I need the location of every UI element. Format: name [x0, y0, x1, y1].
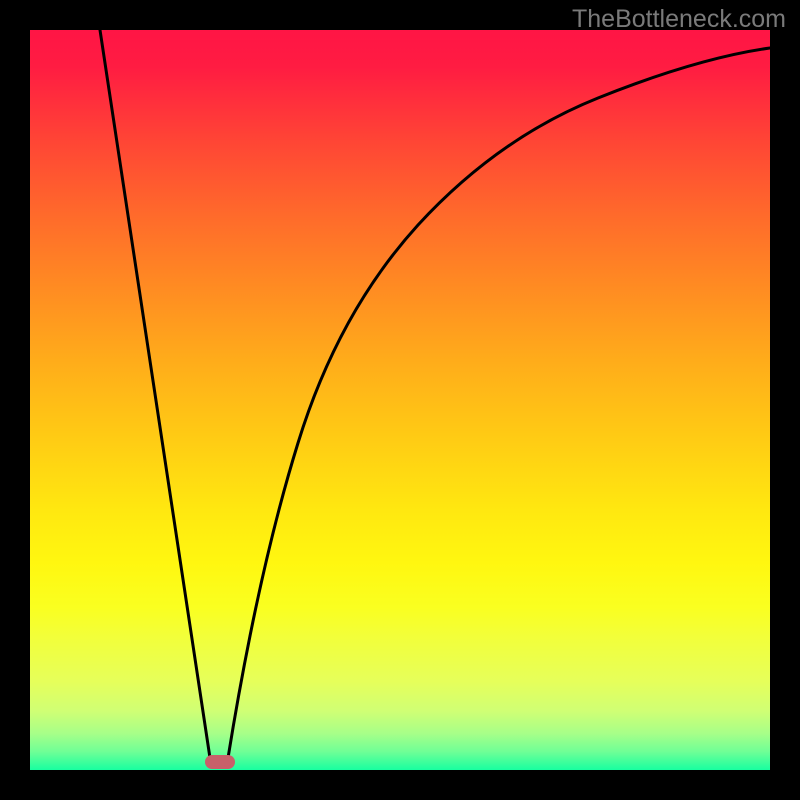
- chart-frame: TheBottleneck.com: [0, 0, 800, 800]
- bottleneck-curves: [30, 30, 770, 770]
- watermark-text: TheBottleneck.com: [572, 5, 786, 34]
- plot-area: [30, 30, 770, 770]
- optimum-marker: [205, 755, 235, 769]
